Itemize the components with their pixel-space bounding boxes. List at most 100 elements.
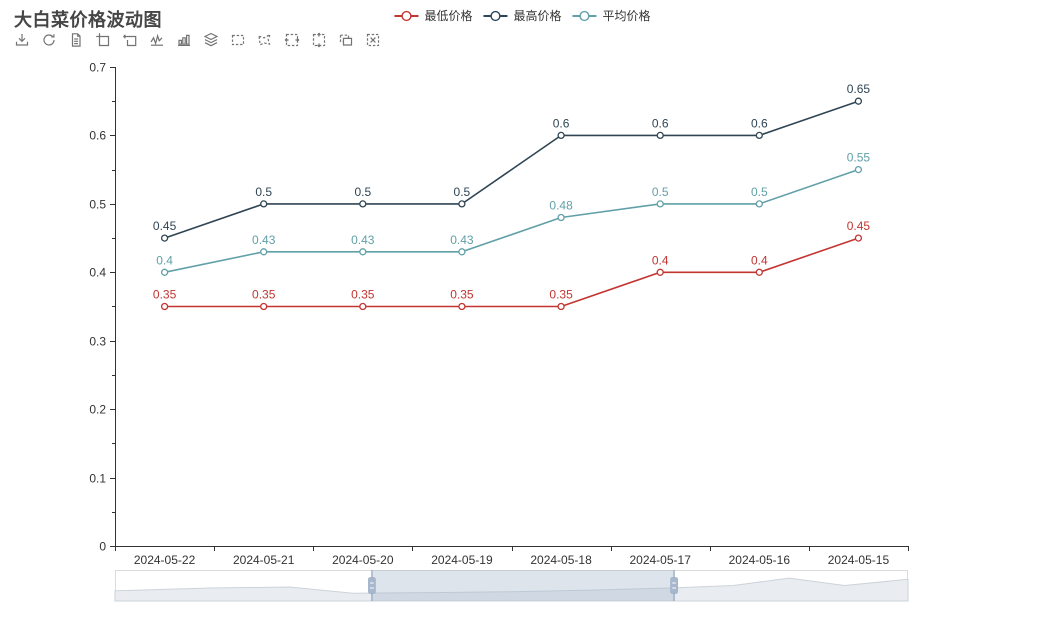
data-point-label: 0.6 — [652, 116, 669, 130]
data-point[interactable] — [755, 268, 763, 276]
data-point[interactable] — [359, 200, 367, 208]
series-1: 0.45 0.5 0.5 0.5 0.6 0.6 0.6 0.65 — [153, 82, 871, 242]
data-point[interactable] — [458, 248, 466, 256]
y-axis-label: 0.5 — [89, 198, 106, 212]
data-point-label: 0.5 — [354, 185, 371, 199]
data-point-label: 0.35 — [351, 288, 375, 302]
save-image-icon[interactable] — [13, 31, 31, 49]
data-point-label: 0.5 — [751, 185, 768, 199]
toolbox — [13, 31, 382, 49]
series-2: 0.4 0.43 0.43 0.43 0.48 0.5 0.5 0.55 — [156, 151, 870, 276]
brush-rect-icon[interactable] — [229, 31, 247, 49]
x-axis-label: 2024-05-20 — [332, 553, 394, 567]
data-point-label: 0.65 — [847, 82, 871, 96]
data-point-label: 0.43 — [450, 233, 474, 247]
data-point-label: 0.35 — [549, 288, 573, 302]
x-axis-label: 2024-05-16 — [729, 553, 791, 567]
data-point-label: 0.4 — [652, 253, 669, 267]
data-point-label: 0.5 — [454, 185, 471, 199]
y-axis-label: 0.3 — [89, 335, 106, 349]
y-axis-label: 0.2 — [89, 403, 106, 417]
data-point-label: 0.48 — [549, 199, 573, 213]
x-axis-label: 2024-05-18 — [530, 553, 592, 567]
line-chart-icon[interactable] — [148, 31, 166, 49]
data-point[interactable] — [458, 200, 466, 208]
legend-label: 平均价格 — [602, 9, 651, 23]
data-point[interactable] — [854, 234, 863, 242]
data-point-label: 0.55 — [847, 151, 871, 165]
x-axis-label: 2024-05-17 — [629, 553, 691, 567]
datazoom-handle-left[interactable] — [368, 570, 376, 601]
x-axis-label: 2024-05-19 — [431, 553, 493, 567]
data-point[interactable] — [755, 131, 763, 140]
data-point-label: 0.4 — [156, 253, 173, 267]
data-point[interactable] — [557, 302, 565, 311]
data-point[interactable] — [854, 165, 863, 174]
data-point[interactable] — [755, 200, 763, 208]
data-point[interactable] — [359, 248, 367, 256]
legend: 最低价格 最高价格 平均价格 — [393, 7, 651, 24]
series-line-0 — [164, 237, 859, 308]
data-point-label: 0.5 — [652, 185, 669, 199]
data-point-label: 0.45 — [847, 219, 871, 233]
data-point-label: 0.4 — [751, 253, 768, 267]
y-axis-label: 0.7 — [89, 61, 106, 75]
data-point-label: 0.45 — [153, 219, 177, 233]
datazoom-selected-range[interactable] — [371, 570, 674, 601]
restore-icon[interactable] — [40, 31, 58, 49]
legend-marker-icon — [572, 10, 597, 21]
data-view-icon[interactable] — [67, 31, 85, 49]
page-title: 大白菜价格波动图 — [14, 10, 162, 30]
series-0: 0.35 0.35 0.35 0.35 0.35 0.4 0.4 0.45 — [153, 219, 871, 311]
brush-clear-icon[interactable] — [364, 31, 382, 49]
data-point-label: 0.5 — [255, 185, 272, 199]
stack-icon[interactable] — [202, 31, 220, 49]
data-point[interactable] — [557, 213, 565, 222]
datazoom-slider[interactable] — [114, 570, 909, 602]
datazoom-handle-grip-icon[interactable] — [368, 577, 376, 594]
data-point[interactable] — [656, 131, 664, 140]
bar-chart-icon[interactable] — [175, 31, 193, 49]
data-point[interactable] — [656, 200, 664, 208]
data-point-label: 0.43 — [351, 233, 375, 247]
data-point-label: 0.35 — [450, 288, 474, 302]
brush-keep-icon[interactable] — [337, 31, 355, 49]
data-point[interactable] — [557, 131, 565, 140]
legend-label: 最高价格 — [513, 9, 562, 23]
y-axis-label: 0.4 — [89, 266, 106, 280]
data-point[interactable] — [656, 268, 664, 276]
brush-polygon-icon[interactable] — [256, 31, 274, 49]
datazoom-shadow — [114, 577, 909, 602]
x-axis-label: 2024-05-15 — [828, 553, 890, 567]
data-point[interactable] — [160, 268, 169, 276]
data-point[interactable] — [458, 302, 466, 311]
data-point[interactable] — [260, 200, 268, 208]
axes: 0 0.1 0.2 0.3 0.4 0.5 0.6 0.7 2024-05-22 2024-05-… — [89, 61, 909, 567]
data-point[interactable] — [260, 248, 268, 256]
data-point[interactable] — [260, 302, 268, 311]
brush-vertical-icon[interactable] — [310, 31, 328, 49]
datazoom-handle-grip-icon[interactable] — [670, 577, 678, 594]
data-point[interactable] — [160, 234, 169, 242]
x-axis-label: 2024-05-21 — [233, 553, 295, 567]
legend-marker-icon — [483, 10, 508, 21]
y-axis-label: 0.6 — [89, 129, 106, 143]
legend-item-1[interactable]: 最高价格 — [482, 7, 562, 24]
zoom-restore-icon[interactable] — [121, 31, 139, 49]
brush-horizontal-icon[interactable] — [283, 31, 301, 49]
data-point-label: 0.6 — [751, 116, 768, 130]
x-axis-label: 2024-05-22 — [134, 553, 196, 567]
datazoom-handle-right[interactable] — [670, 570, 678, 601]
data-point-label: 0.35 — [153, 288, 177, 302]
legend-item-0[interactable]: 最低价格 — [393, 7, 472, 24]
data-point-label: 0.35 — [252, 288, 276, 302]
legend-label: 最低价格 — [424, 9, 473, 23]
data-point[interactable] — [854, 97, 863, 105]
data-point[interactable] — [160, 302, 169, 311]
data-point-label: 0.43 — [252, 233, 276, 247]
zoom-select-icon[interactable] — [94, 31, 112, 49]
data-point[interactable] — [359, 302, 367, 311]
legend-item-2[interactable]: 平均价格 — [572, 7, 651, 24]
